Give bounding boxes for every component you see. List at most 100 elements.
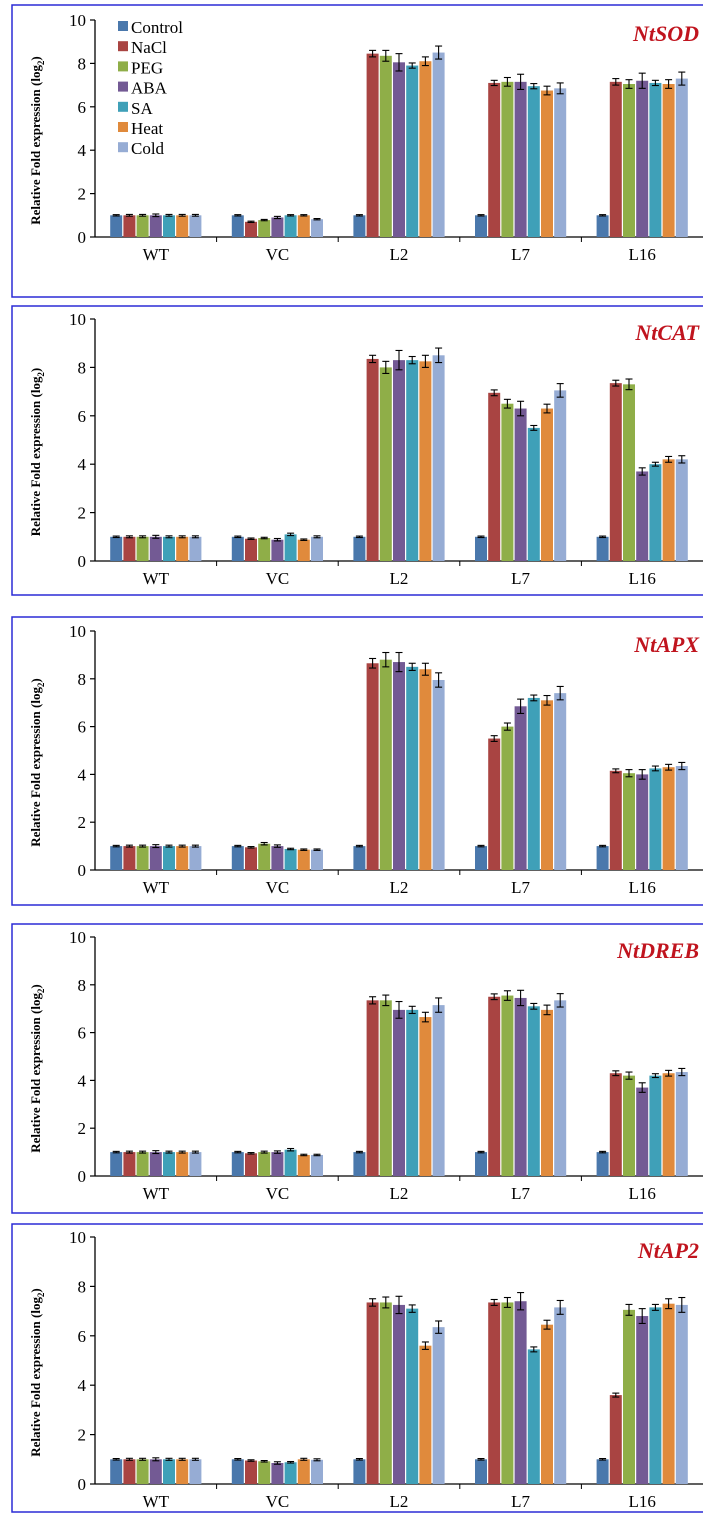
legend-swatch-NaCl <box>118 41 128 52</box>
bar-ABA-L16 <box>636 1316 649 1484</box>
x-tick-label: L16 <box>629 1184 656 1203</box>
bar-SA-WT <box>163 1152 175 1176</box>
bar-Control-VC <box>231 1152 244 1176</box>
y-axis-title-main: Relative Fold expression (log <box>28 687 43 847</box>
bar-NaCl-VC <box>245 1153 257 1176</box>
y-tick-label: 10 <box>69 1228 86 1247</box>
bar-PEG-L2 <box>379 55 392 238</box>
bar-Heat-WT <box>176 846 189 870</box>
bar-ABA-L16 <box>636 80 649 237</box>
bar-NaCl-L2 <box>366 53 379 238</box>
bar-PEG-L7 <box>501 81 514 237</box>
bar-NaCl-VC <box>245 538 257 561</box>
y-tick-label: 4 <box>78 1376 87 1395</box>
bar-SA-L2 <box>406 1009 419 1176</box>
bar-ABA-L7 <box>514 81 527 237</box>
bar-Cold-L16 <box>675 78 688 237</box>
y-axis-title-close: ) <box>28 1288 43 1292</box>
y-tick-label: 2 <box>78 185 87 204</box>
bar-Heat-L16 <box>662 84 675 237</box>
bar-ABA-L2 <box>393 662 405 870</box>
legend-label-Cold: Cold <box>131 139 165 158</box>
bar-Heat-L2 <box>419 61 432 238</box>
bar-SA-L2 <box>406 65 419 237</box>
bar-ABA-L7 <box>514 997 527 1176</box>
bar-PEG-L2 <box>379 367 392 561</box>
bar-NaCl-VC <box>245 847 257 870</box>
bar-ABA-L2 <box>393 1304 405 1484</box>
y-axis-title-subscript: 2 <box>36 682 46 687</box>
bar-NaCl-L7 <box>488 1302 501 1484</box>
bar-SA-L2 <box>406 1308 419 1484</box>
y-tick-label: 6 <box>78 407 87 426</box>
bar-Cold-L7 <box>554 1000 567 1176</box>
x-tick-label: L7 <box>511 1184 530 1203</box>
bar-Control-WT <box>110 215 123 237</box>
legend-label-Control: Control <box>131 18 183 37</box>
bar-Heat-L7 <box>541 90 553 238</box>
legend-label-ABA: ABA <box>131 79 168 98</box>
bar-Cold-L2 <box>432 679 445 870</box>
bar-PEG-VC <box>258 1152 271 1176</box>
bar-Control-L2 <box>353 536 366 561</box>
x-tick-label: L7 <box>511 245 530 264</box>
bar-Cold-VC <box>311 1459 323 1484</box>
y-axis-title-subscript: 2 <box>36 60 46 65</box>
legend-label-PEG: PEG <box>131 58 163 77</box>
bar-Heat-VC <box>297 215 310 237</box>
bar-Cold-L16 <box>675 1072 688 1176</box>
bar-Control-L16 <box>596 215 609 237</box>
bar-ABA-VC <box>271 1463 284 1484</box>
bar-Cold-VC <box>311 849 323 870</box>
panel-border <box>11 616 703 906</box>
bar-Heat-WT <box>176 1152 189 1176</box>
y-tick-label: 10 <box>69 310 86 329</box>
y-tick-label: 10 <box>69 11 86 30</box>
bar-Cold-L7 <box>554 693 567 870</box>
y-tick-label: 2 <box>78 1426 87 1445</box>
bar-SA-WT <box>163 536 175 561</box>
bar-PEG-L16 <box>623 773 635 870</box>
bar-NaCl-L16 <box>609 770 622 870</box>
bar-PEG-L16 <box>623 1309 635 1484</box>
bar-NaCl-WT <box>123 1152 136 1176</box>
bar-PEG-L2 <box>379 1000 392 1176</box>
bar-ABA-L2 <box>393 1009 405 1176</box>
legend-swatch-Cold <box>118 142 128 153</box>
bar-Cold-L16 <box>675 1304 688 1484</box>
x-tick-label: L2 <box>390 878 409 897</box>
bar-Control-L16 <box>596 536 609 561</box>
bar-PEG-L16 <box>623 84 635 237</box>
bar-Control-L16 <box>596 1459 609 1484</box>
x-tick-label: L7 <box>511 1492 530 1511</box>
bar-Cold-L16 <box>675 766 688 870</box>
bar-NaCl-L7 <box>488 82 501 238</box>
bar-Control-L2 <box>353 1152 366 1176</box>
y-axis-title-close: ) <box>28 984 43 988</box>
bar-SA-L16 <box>649 1075 662 1176</box>
y-tick-label: 8 <box>78 1277 87 1296</box>
bar-ABA-L16 <box>636 1087 649 1176</box>
bar-Cold-L7 <box>554 390 567 561</box>
x-tick-label: L16 <box>629 878 656 897</box>
bar-SA-WT <box>163 1459 175 1484</box>
bar-Heat-L2 <box>419 669 432 870</box>
y-tick-label: 6 <box>78 718 87 737</box>
panel-border <box>11 1223 703 1513</box>
bar-NaCl-WT <box>123 1459 136 1484</box>
bar-SA-L7 <box>527 697 540 870</box>
y-axis-title-main: Relative Fold expression (log <box>28 65 43 225</box>
x-tick-label: L2 <box>390 569 409 588</box>
legend-label-NaCl: NaCl <box>131 38 167 57</box>
bar-Heat-L2 <box>419 1345 432 1484</box>
bar-NaCl-L2 <box>366 1302 379 1484</box>
y-axis-title-close: ) <box>28 56 43 60</box>
bar-Cold-WT <box>189 215 202 237</box>
x-tick-label: L7 <box>511 569 530 588</box>
x-tick-label: WT <box>143 1492 170 1511</box>
bar-NaCl-WT <box>123 215 136 237</box>
y-axis-title: Relative Fold expression (log2) <box>28 1288 46 1457</box>
